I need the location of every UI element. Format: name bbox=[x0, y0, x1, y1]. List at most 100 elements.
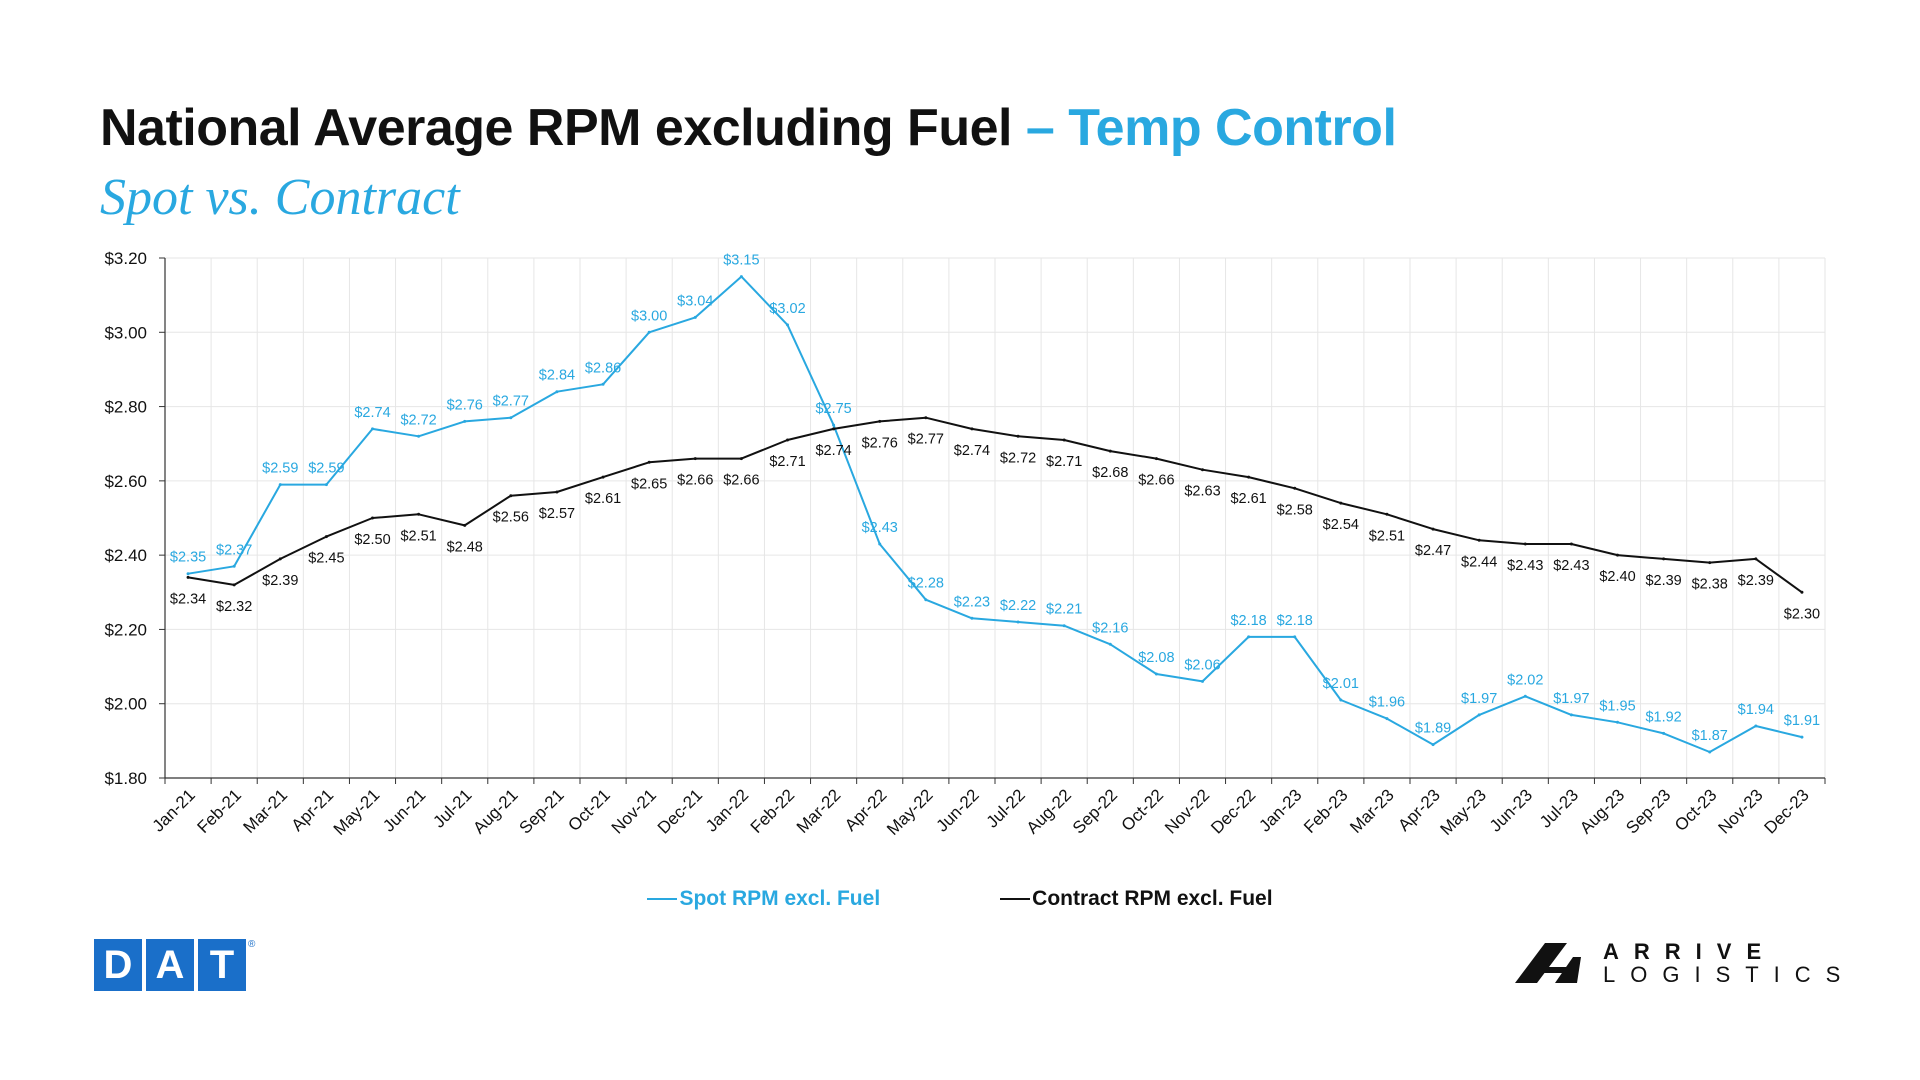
contract-data-label: $2.68 bbox=[1092, 465, 1128, 481]
chart-title: National Average RPM excluding Fuel – Te… bbox=[100, 98, 1397, 158]
contract-data-label: $2.72 bbox=[1000, 450, 1036, 466]
legend-line-spot bbox=[647, 898, 678, 900]
x-tick-label: Dec-21 bbox=[654, 785, 706, 837]
data-point bbox=[878, 542, 882, 546]
x-tick-label: Mar-22 bbox=[793, 785, 845, 837]
contract-data-label: $2.43 bbox=[1553, 558, 1589, 574]
contract-data-label: $2.71 bbox=[769, 454, 805, 470]
data-point bbox=[324, 483, 328, 487]
x-tick-label: Jun-23 bbox=[1486, 785, 1536, 835]
contract-data-label: $2.51 bbox=[1369, 528, 1405, 544]
spot-data-label: $3.04 bbox=[677, 293, 713, 309]
contract-data-label: $2.38 bbox=[1692, 577, 1728, 593]
data-point bbox=[324, 535, 328, 539]
contract-data-label: $2.30 bbox=[1784, 606, 1820, 622]
spot-data-label: $2.59 bbox=[262, 461, 298, 477]
data-point bbox=[555, 390, 559, 394]
arrive-logo-text: ARRIVE LOGISTICS bbox=[1603, 940, 1855, 986]
y-tick-label: $3.00 bbox=[104, 323, 147, 342]
dat-logo: D A T ® bbox=[94, 939, 255, 991]
x-tick-label: Mar-23 bbox=[1346, 785, 1398, 837]
spot-data-label: $2.02 bbox=[1507, 672, 1543, 688]
spot-data-label: $1.89 bbox=[1415, 721, 1451, 737]
arrive-logo-line1: ARRIVE bbox=[1603, 939, 1777, 964]
y-tick-label: $2.20 bbox=[104, 620, 147, 639]
data-point bbox=[1477, 713, 1481, 717]
spot-data-label: $2.28 bbox=[908, 576, 944, 592]
data-point bbox=[555, 490, 559, 494]
data-point bbox=[970, 616, 974, 620]
contract-data-label: $2.48 bbox=[447, 539, 483, 555]
data-point bbox=[739, 275, 743, 279]
contract-data-label: $2.39 bbox=[262, 573, 298, 589]
contract-data-label: $2.34 bbox=[170, 591, 206, 607]
data-point bbox=[371, 516, 374, 520]
data-point bbox=[786, 323, 789, 327]
data-point bbox=[1616, 720, 1619, 724]
contract-data-label: $2.77 bbox=[908, 432, 944, 448]
data-point bbox=[601, 382, 605, 386]
contract-data-label: $2.76 bbox=[862, 435, 898, 451]
data-point bbox=[1431, 743, 1435, 747]
data-point bbox=[1523, 542, 1527, 546]
contract-data-label: $2.39 bbox=[1738, 573, 1774, 589]
contract-data-label: $2.66 bbox=[677, 473, 713, 489]
contract-data-label: $2.45 bbox=[308, 551, 344, 567]
data-point bbox=[786, 438, 789, 442]
data-point bbox=[1016, 434, 1020, 438]
spot-data-label: $2.08 bbox=[1138, 650, 1174, 666]
spot-data-label: $1.97 bbox=[1461, 691, 1497, 707]
data-point bbox=[1569, 542, 1573, 546]
contract-data-label: $2.74 bbox=[815, 443, 851, 459]
x-tick-label: Dec-22 bbox=[1207, 785, 1259, 837]
data-point bbox=[1431, 527, 1435, 531]
x-tick-label: Apr-23 bbox=[1394, 785, 1444, 835]
spot-data-label: $2.22 bbox=[1000, 598, 1036, 614]
x-tick-label: Apr-22 bbox=[841, 785, 891, 835]
y-tick-label: $2.00 bbox=[104, 695, 147, 714]
x-tick-label: Nov-22 bbox=[1161, 785, 1213, 837]
spot-data-label: $2.18 bbox=[1230, 613, 1266, 629]
chart-subtitle: Spot vs. Contract bbox=[100, 169, 460, 226]
data-point bbox=[1247, 635, 1251, 639]
data-point bbox=[878, 419, 882, 423]
spot-data-label: $2.84 bbox=[539, 368, 575, 384]
spot-data-label: $2.01 bbox=[1323, 676, 1359, 692]
x-tick-label: Nov-21 bbox=[608, 785, 660, 837]
spot-data-label: $2.23 bbox=[954, 594, 990, 610]
x-tick-label: Mar-21 bbox=[240, 785, 292, 837]
spot-data-label: $2.21 bbox=[1046, 602, 1082, 618]
data-point bbox=[1662, 731, 1666, 735]
spot-data-label: $1.95 bbox=[1599, 698, 1635, 714]
x-tick-label: Jan-23 bbox=[1255, 785, 1305, 835]
x-tick-label: Oct-21 bbox=[564, 785, 614, 835]
x-tick-label: Sep-21 bbox=[516, 785, 568, 837]
dat-logo-letter-a: A bbox=[146, 939, 194, 991]
contract-data-label: $2.44 bbox=[1461, 554, 1497, 570]
contract-data-label: $2.66 bbox=[723, 473, 759, 489]
x-tick-label: May-21 bbox=[330, 785, 384, 839]
spot-data-label: $2.72 bbox=[400, 412, 436, 428]
spot-data-label: $2.77 bbox=[493, 394, 529, 410]
contract-data-label: $2.66 bbox=[1138, 473, 1174, 489]
data-point bbox=[509, 494, 513, 498]
spot-data-label: $2.35 bbox=[170, 550, 206, 566]
data-point bbox=[647, 460, 651, 464]
spot-data-label: $1.94 bbox=[1738, 702, 1774, 718]
data-point bbox=[509, 416, 513, 420]
data-point bbox=[1339, 501, 1343, 505]
data-point bbox=[417, 512, 421, 516]
title-main: National Average RPM excluding Fuel bbox=[100, 99, 1012, 157]
contract-data-label: $2.40 bbox=[1599, 569, 1635, 585]
data-point bbox=[1477, 538, 1481, 542]
data-point bbox=[1062, 624, 1066, 628]
data-point bbox=[1616, 553, 1619, 557]
x-tick-label: Oct-22 bbox=[1118, 785, 1168, 835]
data-point bbox=[1201, 468, 1204, 472]
y-tick-label: $3.20 bbox=[104, 249, 147, 268]
data-point bbox=[924, 598, 928, 602]
spot-data-label: $3.15 bbox=[723, 253, 759, 269]
data-point bbox=[1385, 717, 1389, 721]
spot-series-line bbox=[187, 275, 1803, 753]
contract-data-label: $2.32 bbox=[216, 599, 252, 615]
